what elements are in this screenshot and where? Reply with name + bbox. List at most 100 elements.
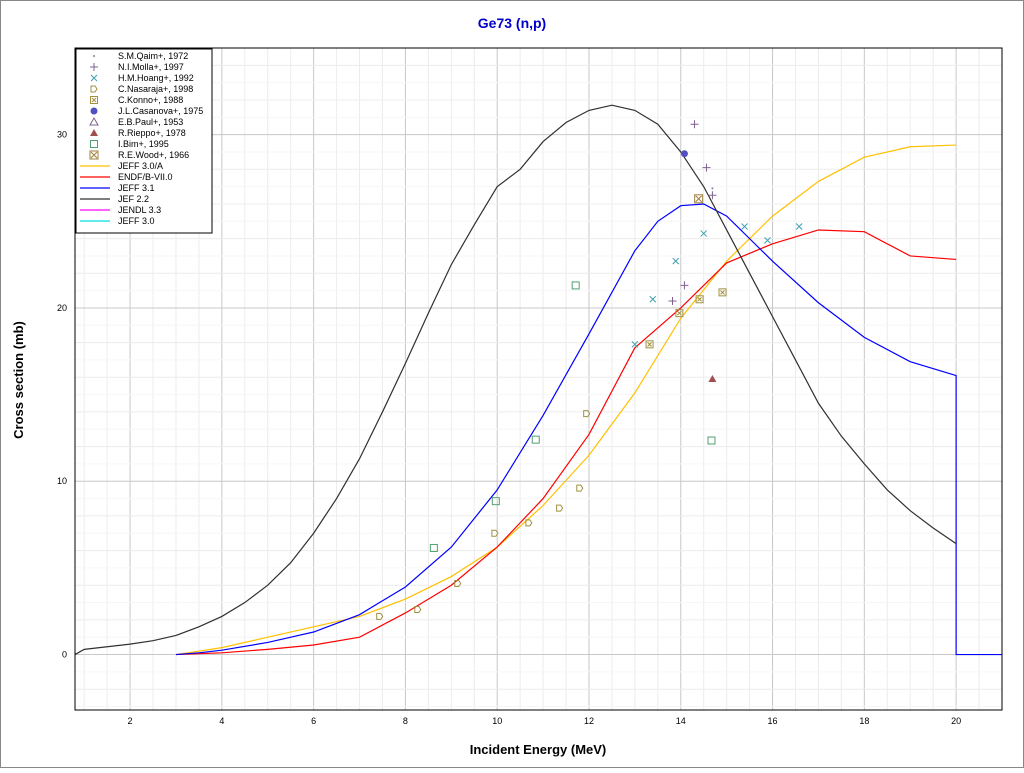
data-point bbox=[649, 295, 657, 303]
legend-marker bbox=[89, 150, 99, 160]
data-point bbox=[718, 288, 727, 297]
legend-box bbox=[75, 48, 213, 234]
legend-marker-box bbox=[90, 96, 98, 104]
data-point bbox=[711, 187, 714, 190]
data-point bbox=[672, 257, 680, 265]
y-tick-label: 30 bbox=[57, 130, 67, 140]
tick-labels: 2 4 6 8 10 12 14 16 18 20 0 10 20 30 bbox=[57, 130, 961, 726]
data-point-box bbox=[694, 194, 704, 204]
data-point bbox=[708, 375, 717, 382]
data-points bbox=[376, 120, 803, 620]
legend-label: J.L.Casanova+, 1975 bbox=[118, 106, 203, 116]
series-line-jef-2-2 bbox=[74, 104, 957, 656]
x-tick-label: 18 bbox=[859, 716, 869, 726]
legend-label: I.Bim+, 1995 bbox=[118, 139, 169, 149]
data-point-box bbox=[645, 340, 654, 349]
data-point bbox=[376, 612, 384, 620]
x-tick-label: 2 bbox=[128, 716, 133, 726]
x-tick-label: 10 bbox=[492, 716, 502, 726]
data-point-x bbox=[695, 195, 703, 203]
data-point bbox=[668, 297, 677, 306]
legend-label: R.E.Wood+, 1966 bbox=[118, 150, 189, 160]
data-point-x bbox=[720, 289, 725, 295]
series-line-jeff-3-0-a bbox=[175, 144, 957, 656]
legend-label: C.Konno+, 1988 bbox=[118, 95, 183, 105]
series-line-jeff-3-1 bbox=[175, 203, 1002, 656]
data-point-box bbox=[675, 309, 684, 318]
data-point bbox=[707, 436, 716, 445]
legend-label: S.M.Qaim+, 1972 bbox=[118, 51, 188, 61]
data-point bbox=[680, 281, 689, 290]
data-point bbox=[571, 281, 580, 290]
legend-marker-x bbox=[91, 97, 97, 103]
data-point bbox=[690, 120, 699, 129]
legend-marker bbox=[90, 140, 98, 148]
data-point bbox=[645, 340, 654, 349]
data-point bbox=[680, 150, 688, 158]
data-point bbox=[491, 497, 500, 506]
legend-marker bbox=[90, 74, 98, 82]
x-tick-label: 16 bbox=[768, 716, 778, 726]
x-tick-label: 12 bbox=[584, 716, 594, 726]
legend-label: E.B.Paul+, 1953 bbox=[118, 117, 183, 127]
legend-label: JEFF 3.0/A bbox=[118, 161, 163, 171]
legend-label: R.Rieppo+, 1978 bbox=[118, 128, 186, 138]
legend-marker bbox=[90, 96, 98, 104]
legend-marker bbox=[90, 107, 98, 115]
y-tick-label: 10 bbox=[57, 476, 67, 486]
plot-area bbox=[74, 47, 1003, 711]
data-point bbox=[525, 519, 533, 527]
data-point bbox=[795, 223, 803, 230]
x-tick-label: 20 bbox=[951, 716, 961, 726]
legend-label: JEFF 3.1 bbox=[118, 183, 155, 193]
x-tick-label: 14 bbox=[676, 716, 686, 726]
legend-label: JEF 2.2 bbox=[118, 194, 149, 204]
data-point bbox=[583, 410, 591, 418]
data-point bbox=[702, 163, 711, 172]
legend-label: N.I.Molla+, 1997 bbox=[118, 62, 184, 72]
x-tick-label: 6 bbox=[311, 716, 316, 726]
data-point bbox=[576, 484, 584, 492]
legend-marker-x bbox=[90, 151, 98, 159]
legend-label: C.Nasaraja+, 1998 bbox=[118, 84, 193, 94]
legend-marker bbox=[90, 129, 98, 136]
data-point bbox=[491, 529, 499, 537]
legend-marker bbox=[89, 116, 99, 126]
y-tick-label: 0 bbox=[62, 650, 67, 660]
legend-marker bbox=[90, 85, 98, 93]
data-point bbox=[531, 435, 540, 444]
y-axis-label: Cross section (mb) bbox=[11, 321, 26, 439]
legend-label: JENDL 3.3 bbox=[118, 205, 161, 215]
legend-marker-box bbox=[89, 150, 99, 160]
legend-label: ENDF/B-VII.0 bbox=[118, 172, 173, 182]
data-point-x bbox=[647, 341, 652, 347]
legend-marker bbox=[90, 63, 98, 71]
legend-label: H.M.Hoang+, 1992 bbox=[118, 73, 194, 83]
data-point-box bbox=[695, 295, 704, 304]
data-point bbox=[414, 605, 422, 613]
data-point bbox=[429, 543, 438, 552]
data-point bbox=[631, 340, 639, 348]
data-point bbox=[708, 191, 717, 200]
legend-label: JEFF 3.0 bbox=[118, 216, 155, 226]
data-point-box bbox=[718, 288, 727, 297]
data-point bbox=[695, 295, 704, 304]
data-point-x bbox=[697, 296, 702, 302]
data-point bbox=[454, 579, 462, 587]
data-point bbox=[694, 194, 704, 204]
x-axis-label: Incident Energy (MeV) bbox=[470, 742, 607, 757]
data-point bbox=[556, 504, 564, 512]
legend-marker bbox=[93, 55, 95, 57]
series-lines bbox=[74, 104, 1002, 656]
x-tick-label: 4 bbox=[219, 716, 224, 726]
series-line-endf-b-vii-0 bbox=[175, 229, 957, 656]
x-tick-label: 8 bbox=[403, 716, 408, 726]
data-point bbox=[675, 309, 684, 318]
data-point bbox=[764, 237, 771, 244]
data-point-x bbox=[677, 310, 682, 316]
chart-title: Ge73 (n,p) bbox=[478, 15, 546, 31]
data-point bbox=[700, 230, 708, 237]
